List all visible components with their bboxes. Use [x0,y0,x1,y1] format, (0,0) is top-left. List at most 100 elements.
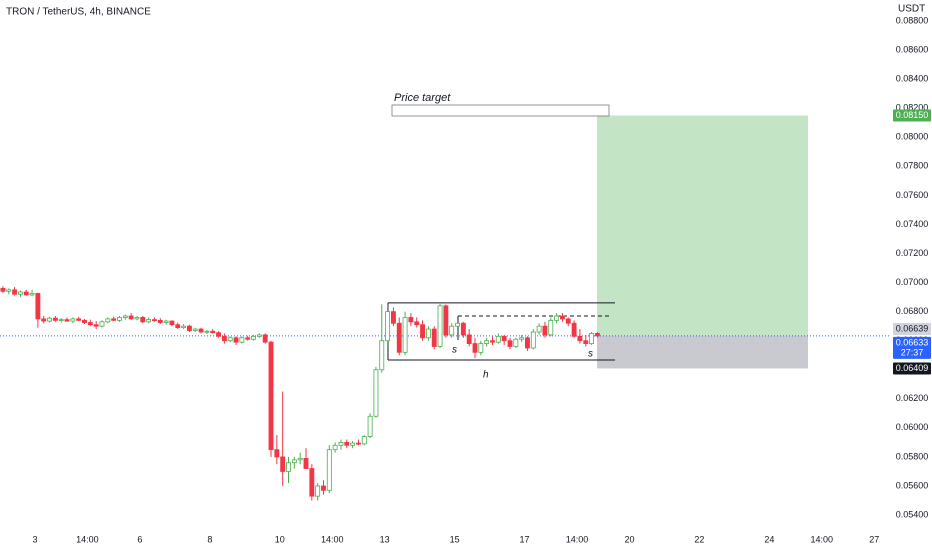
candle-body [321,485,326,491]
y-tick-label: 0.07600 [896,190,929,200]
candle-body [198,328,204,333]
candle-body [431,328,437,347]
currency-label: USDT [898,4,925,15]
candle-body [501,335,507,342]
price-target-box [391,104,610,117]
annotation: s [452,345,457,356]
candle-body [309,468,315,497]
candle-body [361,436,367,445]
candle-body [87,322,93,326]
y-tick-label: 0.07400 [896,219,929,229]
candle-body [379,340,385,371]
price-tag-label: 0.06409 [896,363,929,373]
x-tick-label: 6 [137,534,142,544]
candle-body [536,325,542,333]
candle-body [233,337,239,343]
candle-body [99,321,105,327]
price-tag [893,323,931,336]
candle-body [70,318,76,322]
candle-body [29,293,35,296]
candle-body [186,325,192,331]
x-tick-label: 20 [624,534,634,544]
candle-body [484,340,490,344]
candle-body [449,325,455,336]
candle-body [280,456,286,472]
candle-body [128,315,134,320]
y-tick-label: 0.07200 [896,248,929,258]
candle-body [326,449,332,491]
candle-body [594,333,600,337]
y-tick-label: 0.08800 [896,15,929,25]
candle-body [12,289,18,295]
x-tick-label: 14:00 [76,534,99,544]
candle-body [344,441,350,446]
candle-body [140,317,146,323]
x-tick-label: 22 [694,534,704,544]
candle-body [507,340,513,347]
candle-body [490,340,495,343]
candle-body [472,343,478,353]
candle-body [519,337,525,340]
candle-body [93,324,99,327]
y-tick-label: 0.07000 [896,277,929,287]
candle-body [466,334,472,344]
x-tick-label: 3 [32,534,37,544]
target-zone [597,115,808,336]
candle-body [455,322,460,327]
y-tick-label: 0.08600 [896,44,929,54]
x-tick-label: 27 [869,534,879,544]
candle-body [548,319,554,336]
candle-body [210,330,216,334]
candle-body [274,449,280,458]
candle-body [111,318,117,321]
y-tick-label: 0.06200 [896,393,929,403]
candle-body [251,335,256,340]
candle-body [356,442,361,445]
candle-body [82,319,87,323]
candle-body [204,330,210,333]
y-tick-label: 0.05600 [896,480,929,490]
candle-body [542,325,548,336]
x-tick-label: 15 [450,534,460,544]
candle-body [23,291,29,296]
x-tick-label: 14:00 [811,534,834,544]
candle-body [122,315,128,318]
candle-body [385,311,391,342]
candle-body [589,333,595,344]
y-tick-label: 0.07800 [896,161,929,171]
candle-body [175,324,181,329]
price-tag-label: 0.08150 [896,110,929,120]
candle-body [157,319,163,323]
candle-body [338,441,344,446]
x-tick-label: 13 [380,534,390,544]
candle-body [216,332,222,337]
candle-body [286,462,291,472]
x-tick-label: 17 [520,534,530,544]
candle-body [414,321,420,326]
candle-body [332,444,338,451]
annotation: Price target [394,92,451,104]
stop-zone [597,335,808,369]
chart-title: TRON / TetherUS, 4h, BINANCE [6,7,151,18]
candle-body [58,319,64,322]
candle-body [181,325,187,329]
candle-body [17,291,23,295]
candle-body [478,343,484,353]
candle-body [105,318,111,323]
candle-body [163,320,169,323]
candle-body [146,319,152,323]
candle-body [192,328,198,331]
candle-body [221,335,227,342]
candle-body [583,340,589,344]
candle-body [0,287,6,292]
countdown: 27:37 [901,347,924,357]
candle-body [239,337,245,343]
candle-body [420,324,426,339]
candle-body [367,415,373,437]
candle-body [396,322,402,353]
candle-body [560,315,565,320]
candle-body [35,293,41,320]
candle-body [117,317,122,321]
candle-body [262,334,268,343]
candle-body [303,457,309,469]
